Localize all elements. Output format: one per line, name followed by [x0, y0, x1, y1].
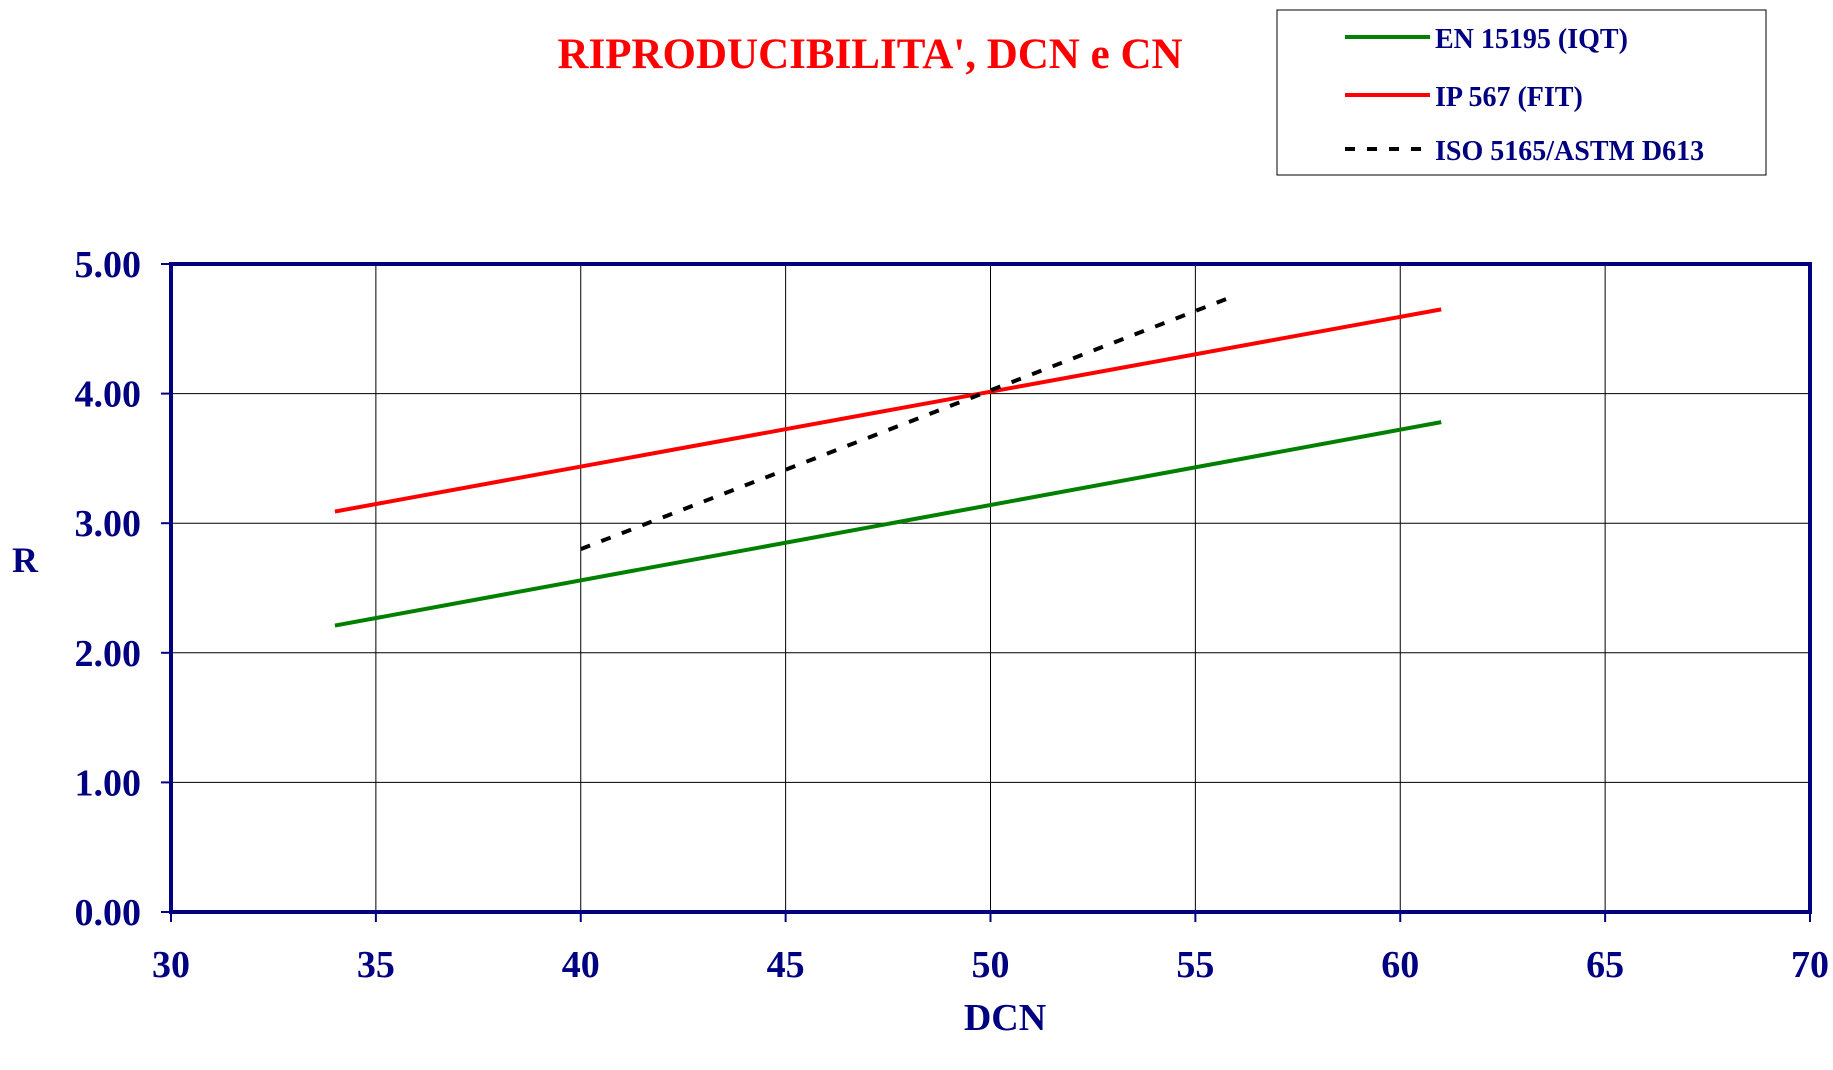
x-tick-label: 35 — [357, 944, 395, 986]
series-line-3 — [580, 293, 1238, 551]
x-tick-label: 40 — [562, 944, 600, 986]
legend: EN 15195 (IQT) IP 567 (FIT) ISO 5165/ASTM … — [1276, 9, 1767, 176]
series-line-2 — [334, 307, 1442, 514]
x-tick-label: 30 — [152, 944, 190, 986]
legend-items: EN 15195 (IQT) IP 567 (FIT) ISO 5165/ASTM … — [1345, 24, 1704, 167]
x-tick-label: 50 — [972, 944, 1010, 986]
y-tick-label: 1.00 — [75, 762, 142, 804]
tick-labels: 30 35 40 45 50 55 60 65 70 0.00 1.00 2.00 3.00 4.00 5.… — [75, 244, 1830, 986]
grid-lines — [171, 264, 1810, 912]
y-tick-label: 5.00 — [75, 244, 142, 286]
x-axis-label: DCN — [964, 997, 1046, 1039]
chart-title: RIPRODUCIBILITA', DCN e CN — [557, 31, 1182, 78]
x-tick-label: 70 — [1791, 944, 1829, 986]
y-tick-label: 2.00 — [75, 633, 142, 675]
series-lines — [334, 293, 1442, 628]
y-tick-label: 3.00 — [75, 503, 142, 545]
x-tick-label: 55 — [1176, 944, 1214, 986]
x-tick-label: 60 — [1381, 944, 1419, 986]
legend-label-3: ISO 5165/ASTM D613 — [1435, 136, 1704, 167]
legend-label-2: IP 567 (FIT) — [1435, 82, 1583, 113]
series-line-1 — [334, 420, 1442, 628]
legend-label-1: EN 15195 (IQT) — [1435, 24, 1628, 55]
y-tick-label: 4.00 — [75, 374, 142, 416]
y-tick-label: 0.00 — [75, 892, 142, 934]
x-tick-label: 45 — [767, 944, 805, 986]
y-axis-label: R — [12, 540, 39, 580]
x-tick-label: 65 — [1586, 944, 1624, 986]
